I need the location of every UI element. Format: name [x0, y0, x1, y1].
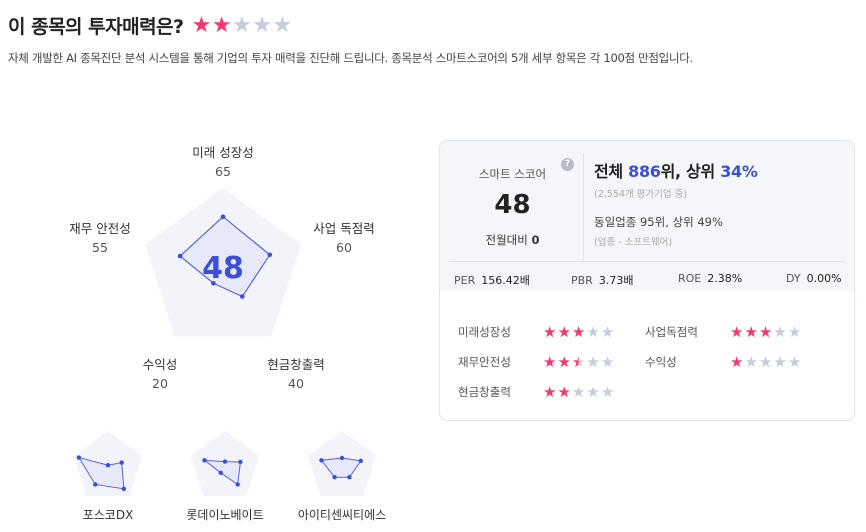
star-icon: ★ [773, 353, 787, 371]
rating-cashflow: 현금창출력 ★ ★ ★ ★ ★ [458, 383, 615, 401]
star-icon: ★ [571, 383, 586, 401]
peer-radar-point [358, 458, 364, 464]
star-icon: ★ [600, 323, 615, 341]
smart-score: 스마트 스코어 48 전월대비 0 [440, 141, 585, 248]
page-title: 이 종목의 투자매력은? ★ ★ ★ ★ ★ [8, 12, 292, 39]
peer-name[interactable]: 포스코DX [82, 508, 134, 522]
star-icon: ★ [744, 353, 758, 371]
star-icon: ★ [211, 13, 232, 38]
radar-score: 48 [202, 251, 244, 286]
mom-change: 전월대비 0 [485, 233, 540, 247]
peer-name[interactable]: 아이티센씨티에스 [297, 508, 387, 522]
star-icon: ★ [787, 323, 802, 341]
per: PER 156.42배 [454, 274, 530, 287]
overall-rating: ★ ★ ★ ★ ★ [191, 13, 293, 38]
rating-future-growth: 미래성장성 ★ ★ ★ ★ ★ [458, 323, 615, 341]
radar-point [239, 294, 245, 299]
peer-radar-point [202, 458, 207, 463]
star-icon: ★ [600, 383, 615, 401]
smart-score-value: 48 [494, 190, 531, 220]
peer-radar-point [121, 486, 127, 492]
radar-point [211, 280, 216, 286]
star-icon: ★ [543, 353, 557, 371]
roe: ROE 2.38% [678, 272, 743, 285]
star-icon: ★ [571, 353, 586, 371]
rating-monopoly: 사업독점력 ★ ★ ★ ★ ★ [645, 323, 802, 341]
rating-financial-stability: 재무안전성 ★ ★ ★ ★ ★ [458, 353, 615, 371]
radar-point [220, 214, 226, 219]
peer-radar-point [238, 459, 243, 465]
title-text: 이 종목의 투자매력은? [8, 16, 184, 38]
pbr: PBR 3.73배 [571, 274, 634, 287]
peer-radar-area [77, 456, 125, 490]
rank-info: 전체 886위, 상위 34% (2,554개 평가기업 중) 동일업종 95위… [594, 162, 758, 248]
peer-radar-point [332, 474, 337, 480]
peer-radar-point [105, 463, 111, 468]
peer-radar-point [76, 455, 82, 460]
radar-area [179, 215, 271, 298]
score-card: 스마트 스코어 48 전월대비 0 ? 전체 886위, 상위 34% (2,5… [439, 140, 855, 421]
axis-label-future-growth: 미래 성장성 65 [192, 145, 254, 179]
peer-radar-point [93, 482, 98, 487]
dy: DY 0.00% [786, 272, 842, 285]
star-icon: ★ [730, 323, 744, 341]
star-icon: ★ [557, 323, 571, 341]
star-icon: ★ [758, 353, 773, 371]
star-icon: ★ [600, 353, 615, 371]
peer-name[interactable]: 롯데이노베이트 [186, 508, 264, 522]
star-icon: ★ [787, 353, 802, 371]
star-icon: ★ [191, 13, 212, 38]
smart-score-label: 스마트 스코어 [478, 167, 547, 181]
star-icon: ★ [744, 323, 758, 341]
peer-radar-point [319, 458, 324, 463]
star-icon: ★ [586, 383, 600, 401]
axis-label-cashflow: 현금창출력 40 [267, 357, 325, 391]
divider [449, 261, 845, 262]
axis-label-profitability: 수익성 20 [142, 357, 178, 391]
star-icon: ★ [586, 353, 600, 371]
divider [583, 153, 584, 263]
star-icon: ★ [557, 383, 571, 401]
radar-point [177, 253, 183, 259]
star-icon: ★ [557, 353, 571, 371]
star-icon: ★ [730, 353, 744, 371]
peer-radar-point [222, 459, 228, 464]
star-icon: ★ [272, 13, 293, 38]
star-icon: ★ [232, 13, 252, 38]
rating-profitability: 수익성 ★ ★ ★ ★ ★ [645, 353, 802, 371]
star-icon: ★ [773, 323, 787, 341]
star-icon: ★ [252, 13, 272, 38]
peer-radar-point [339, 455, 345, 461]
peer-radar-point [347, 474, 352, 480]
radar-point [267, 252, 273, 258]
peer-radar-point [218, 470, 223, 476]
axis-label-monopoly: 사업 독점력 60 [313, 221, 375, 255]
star-icon: ★ [758, 323, 773, 341]
peer-radar-area [320, 457, 362, 478]
star-icon: ★ [543, 323, 557, 341]
peer-radar-point [119, 460, 124, 465]
help-icon[interactable]: ? [561, 158, 574, 171]
star-icon: ★ [571, 323, 586, 341]
star-icon: ★ [586, 323, 600, 341]
star-icon: ★ [543, 383, 557, 401]
description: 자체 개발한 AI 종목진단 분석 시스템을 통해 기업의 투자 매력을 진단해… [8, 51, 693, 65]
axis-label-financial-stability: 재무 안전성 55 [69, 221, 131, 255]
peer-radar-point [235, 482, 240, 487]
